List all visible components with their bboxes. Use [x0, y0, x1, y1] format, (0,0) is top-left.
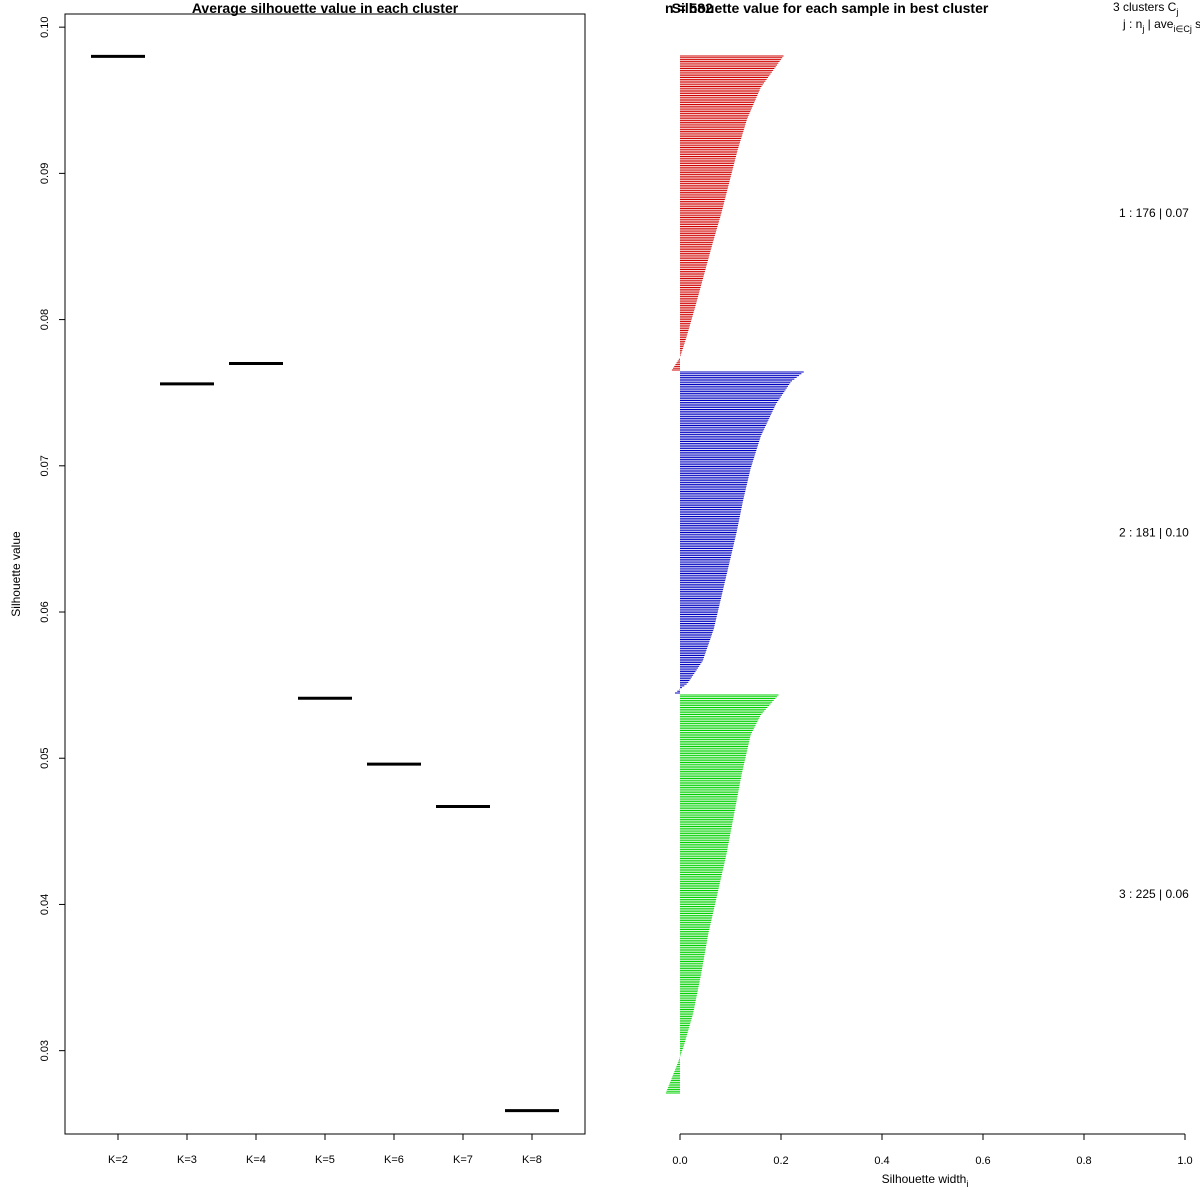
left-x-tick-label: K=2 [108, 1154, 128, 1166]
left-y-tick-label: 0.05 [39, 748, 51, 769]
cluster-labels: 1 : 176 | 0.07 2 : 181 | 0.10 3 : 225 | 0.… [1119, 206, 1189, 901]
left-y-tick-label: 0.04 [39, 894, 51, 915]
left-y-tick-label: 0.10 [39, 16, 51, 37]
right-panel: Silhouette value for each sample in best… [665, 0, 1200, 1189]
cluster-1-bars [671, 55, 784, 371]
silhouette-bars [665, 55, 804, 1094]
right-chart-title: Silhouette value for each sample in best… [672, 0, 989, 16]
right-x-tick-label: 1.0 [1177, 1155, 1192, 1167]
right-x-tick-label: 0.2 [773, 1155, 788, 1167]
left-plot-frame [64, 13, 586, 1135]
left-x-tick-label: K=3 [177, 1154, 197, 1166]
left-x-tick-label: K=8 [522, 1154, 542, 1166]
left-x-tick-label: K=7 [453, 1154, 473, 1166]
right-x-tick-label: 0.0 [672, 1155, 687, 1167]
cluster-2-bars [674, 371, 804, 694]
cluster-header-line2: j : nj | avei∈Cj si [1122, 17, 1200, 34]
left-chart-title: Average silhouette value in each cluster [192, 0, 459, 16]
left-y-tick-label: 0.08 [39, 309, 51, 330]
left-y-tick-label: 0.09 [39, 163, 51, 184]
right-x-tick-label: 0.4 [874, 1155, 889, 1167]
left-y-tick-label: 0.03 [39, 1040, 51, 1061]
right-x-tick-label: 0.8 [1076, 1155, 1091, 1167]
right-chart-subtitle: n = 582 [665, 0, 713, 16]
left-x-tick-label: K=6 [384, 1154, 404, 1166]
cluster-header-line1: 3 clusters Cj [1113, 0, 1178, 17]
right-x-axis: 0.0 0.2 0.4 0.6 0.8 1.0 [672, 1133, 1193, 1167]
left-y-axis-label: Silhouette value [9, 531, 23, 617]
left-panel: Average silhouette value in each cluster… [9, 0, 586, 1166]
left-series [91, 54, 559, 1113]
cluster-1-label: 1 : 176 | 0.07 [1119, 206, 1189, 220]
right-x-tick-label: 0.6 [975, 1155, 990, 1167]
right-x-axis-label: Silhouette widthi [882, 1172, 969, 1189]
left-x-axis: K=2 K=3 K=4 K=5 K=6 K=7 K=8 [108, 1134, 542, 1166]
cluster-3-label: 3 : 225 | 0.06 [1119, 887, 1189, 901]
left-y-tick-label: 0.06 [39, 601, 51, 622]
cluster-2-label: 2 : 181 | 0.10 [1119, 526, 1189, 540]
left-y-tick-label: 0.07 [39, 455, 51, 476]
left-x-tick-label: K=4 [246, 1154, 266, 1166]
left-y-axis: 0.03 0.04 0.05 0.06 0.07 0.08 0.09 0.10 [39, 16, 65, 1061]
cluster-3-bars [665, 694, 779, 1094]
left-x-tick-label: K=5 [315, 1154, 335, 1166]
